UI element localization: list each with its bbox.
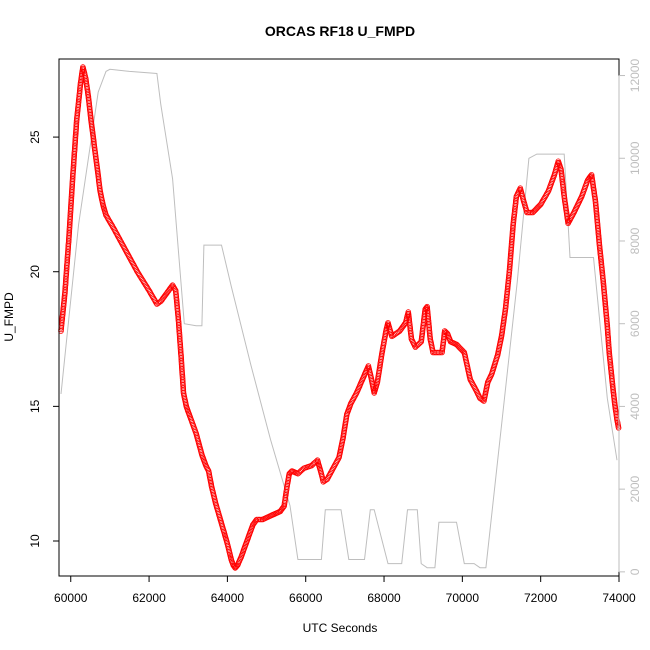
- x-axis-label: UTC Seconds: [303, 621, 378, 635]
- x-tick-label: 74000: [602, 591, 636, 605]
- data-point: [106, 217, 112, 224]
- data-point: [525, 209, 532, 216]
- y-tick-label: 20: [28, 265, 42, 279]
- primary-series-layer: [58, 64, 622, 571]
- data-point: [139, 276, 146, 283]
- chart-title: ORCAS RF18 U_FMPD: [265, 23, 415, 39]
- data-point: [103, 212, 109, 219]
- data-point: [537, 201, 544, 208]
- y-tick-label: 10: [28, 534, 42, 548]
- data-point: [540, 196, 547, 202]
- x-tick-label: 68000: [367, 591, 401, 605]
- y2-tick-label: 2000: [628, 475, 642, 502]
- secondary-series-line: [60, 68, 618, 569]
- secondary-series-layer: [60, 68, 618, 569]
- data-point: [149, 293, 156, 299]
- y2-tick-label: 12000: [628, 59, 642, 93]
- data-point: [110, 224, 116, 231]
- y2-tick-label: 4000: [628, 393, 642, 420]
- data-point: [287, 469, 294, 476]
- data-point: [539, 198, 545, 205]
- data-point: [255, 516, 262, 523]
- data-point: [147, 290, 154, 297]
- x-tick-label: 70000: [446, 591, 480, 605]
- x-tick-label: 60000: [54, 591, 88, 605]
- y-axis: 10 15 20 25: [28, 130, 60, 548]
- y2-tick-label: 0: [628, 568, 642, 575]
- x-tick-label: 66000: [289, 591, 323, 605]
- y2-tick-label: 8000: [628, 227, 642, 254]
- data-point: [436, 349, 442, 356]
- data-point: [146, 287, 152, 294]
- y-axis-label: U_FMPD: [2, 292, 16, 342]
- y2-tick-label: 10000: [628, 141, 642, 175]
- data-point: [108, 221, 115, 228]
- x-tick-label: 64000: [211, 591, 245, 605]
- y2-axis: 0 2000 4000 6000 8000 10000 12000: [618, 59, 642, 575]
- x-tick-label: 72000: [524, 591, 558, 605]
- x-tick-label: 62000: [132, 591, 166, 605]
- y-tick-label: 25: [28, 130, 42, 144]
- data-point: [527, 209, 533, 216]
- y-tick-label: 15: [28, 399, 42, 413]
- x-axis: 60000 62000 64000 66000 68000 70000 72000 74000: [54, 575, 636, 605]
- data-point: [430, 349, 436, 356]
- y2-tick-label: 6000: [628, 310, 642, 337]
- data-point: [542, 193, 549, 200]
- data-point: [256, 516, 263, 523]
- data-point: [135, 270, 142, 276]
